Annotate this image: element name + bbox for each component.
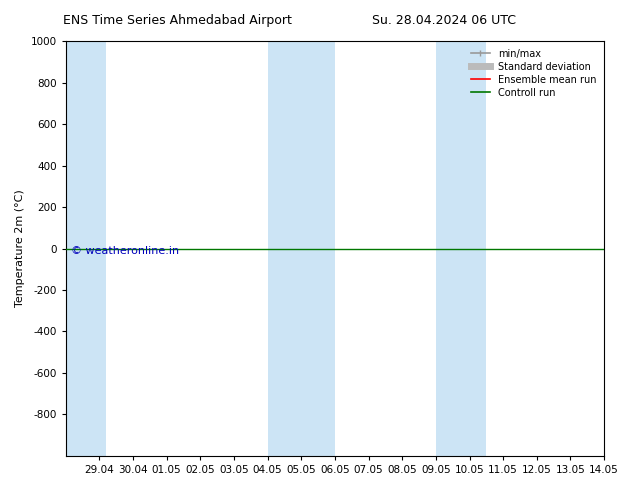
Text: © weatheronline.in: © weatheronline.in	[71, 246, 179, 256]
Bar	[436, 41, 486, 456]
Bar	[268, 41, 335, 456]
Text: Su. 28.04.2024 06 UTC: Su. 28.04.2024 06 UTC	[372, 14, 516, 27]
Bar	[66, 41, 106, 456]
Text: ENS Time Series Ahmedabad Airport: ENS Time Series Ahmedabad Airport	[63, 14, 292, 27]
Legend: min/max, Standard deviation, Ensemble mean run, Controll run: min/max, Standard deviation, Ensemble me…	[468, 46, 599, 100]
Y-axis label: Temperature 2m (°C): Temperature 2m (°C)	[15, 190, 25, 307]
